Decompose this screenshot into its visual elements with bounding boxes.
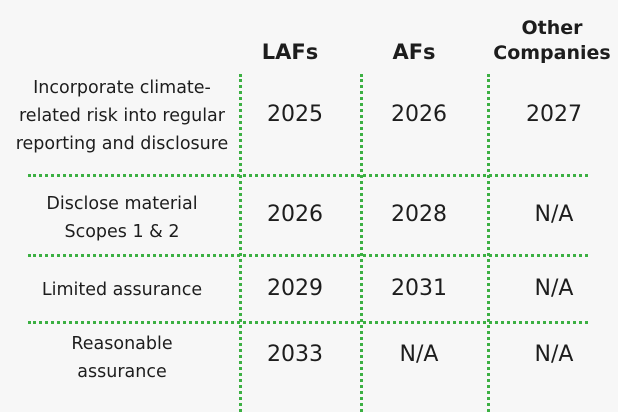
cell-afs: N/A — [399, 342, 439, 367]
cell-afs: 2028 — [391, 202, 447, 227]
row-label: Incorporate climate- related risk into r… — [8, 74, 236, 158]
header-afs: AFs — [392, 40, 436, 64]
cell-lafs: 2025 — [267, 102, 323, 127]
row-label-line: related risk into regular — [19, 106, 225, 126]
cell-other: N/A — [534, 202, 574, 227]
cell-lafs: 2026 — [267, 202, 323, 227]
row-label-line: Incorporate climate- — [33, 78, 211, 98]
row-label-line: Scopes 1 & 2 — [64, 222, 180, 242]
cell-other: 2027 — [526, 102, 582, 127]
row-divider-2 — [28, 254, 588, 257]
cell-other: N/A — [534, 276, 574, 301]
row-label: Disclose material Scopes 1 & 2 — [8, 190, 236, 246]
cell-lafs: 2029 — [267, 276, 323, 301]
cell-afs: 2031 — [391, 276, 447, 301]
column-divider-1 — [239, 74, 242, 412]
row-label: Reasonable assurance — [8, 330, 236, 386]
row-label-line: Disclose material — [46, 194, 198, 214]
row-label-line: Reasonable — [71, 334, 173, 354]
column-divider-3 — [487, 74, 490, 412]
row-divider-3 — [28, 321, 588, 324]
header-other-line1: Other — [521, 17, 583, 39]
row-label-line: reporting and disclosure — [15, 134, 229, 154]
row-label-line: Limited assurance — [41, 280, 203, 300]
header-other-line2: Companies — [493, 42, 611, 64]
cell-afs: 2026 — [391, 102, 447, 127]
row-divider-1 — [28, 174, 588, 177]
cell-lafs: 2033 — [267, 342, 323, 367]
header-other-companies: Other Companies — [490, 16, 614, 66]
header-lafs: LAFs — [261, 40, 319, 64]
column-divider-2 — [360, 74, 363, 412]
row-label: Limited assurance — [8, 276, 236, 304]
cell-other: N/A — [534, 342, 574, 367]
row-label-line: assurance — [77, 362, 167, 382]
